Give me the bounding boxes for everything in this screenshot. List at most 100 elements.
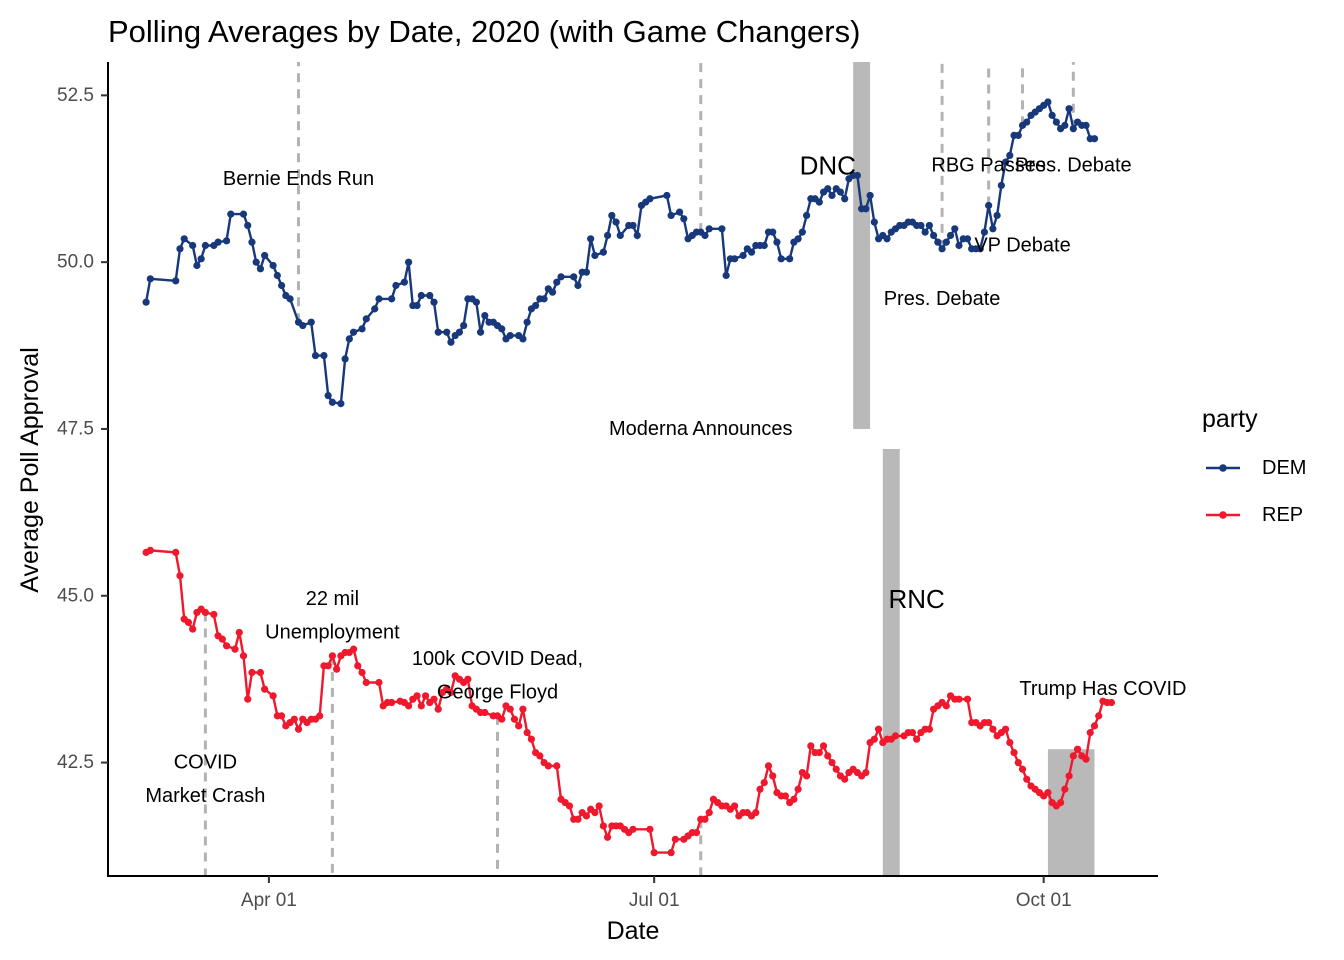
data-point-rep <box>544 762 552 770</box>
data-point-rep <box>1090 722 1099 730</box>
data-point-dem <box>1090 135 1099 143</box>
data-point-rep <box>862 768 870 777</box>
data-point-dem <box>930 231 938 240</box>
legend-key-point-rep <box>1219 511 1227 519</box>
data-point-dem <box>718 225 726 233</box>
data-point-dem <box>646 195 654 203</box>
data-point-rep <box>832 765 840 773</box>
data-point-rep <box>328 652 336 660</box>
data-point-rep <box>955 695 963 703</box>
data-point-dem <box>675 208 684 216</box>
data-point-rep <box>942 702 950 710</box>
data-point-rep <box>701 815 709 823</box>
data-point-rep <box>819 742 828 750</box>
data-point-rep <box>358 668 366 677</box>
data-point-dem <box>951 225 959 233</box>
event-label-pres-debate: Pres. Debate <box>1015 154 1132 176</box>
data-point-rep <box>760 778 768 787</box>
data-point-rep <box>294 725 303 733</box>
chart-title: Polling Averages by Date, 2020 (with Gam… <box>108 14 860 49</box>
data-point-dem <box>921 228 929 236</box>
data-point-dem <box>633 231 641 240</box>
data-point-dem <box>214 238 222 246</box>
data-point-dem <box>417 291 425 300</box>
data-point-dem <box>362 315 370 323</box>
data-point-dem <box>1044 98 1052 106</box>
data-point-dem <box>917 221 925 230</box>
data-point-rep <box>603 833 612 841</box>
data-point-dem <box>180 235 188 243</box>
y-ticks: 42.5 45.0 47.5 50.0 52.5 <box>57 85 108 773</box>
data-point-dem <box>828 191 836 200</box>
x-axis-title: Date <box>607 917 660 945</box>
data-point-rep <box>536 752 544 760</box>
data-point-rep <box>565 802 574 810</box>
data-point-dem <box>955 241 963 250</box>
data-point-dem <box>1069 125 1077 133</box>
data-point-dem <box>841 195 849 203</box>
event-label-100k-covid-dead: 100k COVID Dead, <box>412 648 583 670</box>
event-label-bernie-ends-run: Bernie Ends Run <box>223 168 374 190</box>
data-point-dem <box>629 221 637 230</box>
data-point-dem <box>540 295 548 303</box>
data-point-dem <box>349 328 358 336</box>
data-point-dem <box>557 273 565 281</box>
data-point-dem <box>853 171 861 180</box>
data-point-rep <box>1061 785 1069 793</box>
data-point-dem <box>481 311 489 320</box>
data-point-rep <box>1057 799 1065 807</box>
data-point-dem <box>794 235 802 243</box>
data-point-rep <box>913 735 921 743</box>
data-point-rep <box>464 675 472 683</box>
data-point-rep <box>828 758 836 767</box>
data-point-rep <box>1095 712 1103 720</box>
x-ticks: Apr 01 Jul 01 Oct 01 <box>241 876 1072 911</box>
event-label-moderna-announces: Moderna Announces <box>609 418 792 440</box>
data-point-dem <box>786 255 794 263</box>
data-point-dem <box>587 235 595 243</box>
data-point-dem <box>603 231 612 240</box>
data-point-dem <box>523 318 531 326</box>
data-point-rep <box>481 708 489 717</box>
event-label-22-mil: 22 mil <box>306 588 359 610</box>
data-point-dem <box>299 321 307 330</box>
data-point-rep <box>582 812 591 820</box>
x-tick-label: Jul 01 <box>629 890 680 911</box>
data-point-dem <box>570 273 578 281</box>
data-point-dem <box>548 288 557 296</box>
data-point-rep <box>794 785 802 793</box>
data-point-rep <box>256 668 265 677</box>
data-point-dem <box>506 331 514 340</box>
data-point-rep <box>925 725 933 733</box>
data-point-dem <box>371 305 379 313</box>
data-point-dem <box>591 251 599 260</box>
data-point-dem <box>341 355 349 363</box>
data-point-rep <box>527 735 535 743</box>
data-point-rep <box>349 645 358 653</box>
data-point-dem <box>460 321 468 330</box>
data-point-dem <box>777 255 785 263</box>
data-point-dem <box>311 351 320 360</box>
data-point-rep <box>222 642 231 650</box>
event-label-pres-debate: Pres. Debate <box>884 288 1001 310</box>
event-label-rbg-passes: RBG Passes <box>931 154 1045 176</box>
data-point-rep <box>515 722 523 730</box>
data-point-dem <box>472 298 480 306</box>
data-point-rep <box>430 695 438 703</box>
data-point-rep <box>316 712 324 720</box>
data-point-dem <box>498 325 506 333</box>
data-point-dem <box>769 228 777 236</box>
data-point-dem <box>993 211 1001 220</box>
data-point-dem <box>476 328 485 336</box>
data-point-rep <box>629 825 637 833</box>
period-band-dnc <box>853 62 871 429</box>
data-point-dem <box>963 235 972 243</box>
data-point-dem <box>358 325 366 333</box>
data-point-dem <box>866 191 874 200</box>
data-point-rep <box>1014 758 1022 767</box>
legend-title: party <box>1202 405 1258 433</box>
data-point-dem <box>307 318 315 326</box>
data-point-dem <box>176 245 184 253</box>
data-point-rep <box>646 825 654 833</box>
